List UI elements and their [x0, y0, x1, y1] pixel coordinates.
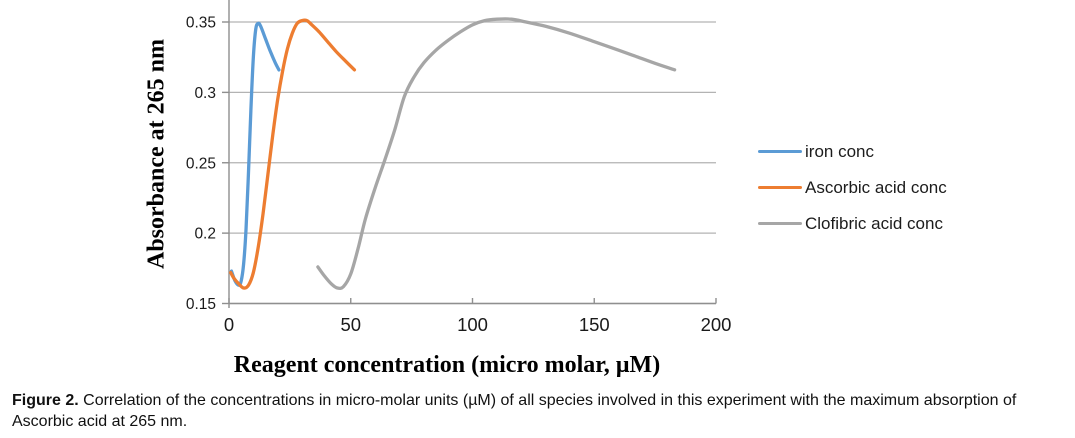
legend-label-clofibric-acid: Clofibric acid conc	[805, 214, 943, 233]
legend-item-clofibric-acid: Clofibric acid conc	[758, 214, 947, 233]
y-tick-label: 0.3	[194, 85, 216, 102]
absorbance-line-chart: 0.15 0.2 0.25 0.3 0.35 0 50 100 150 200	[186, 0, 732, 335]
legend-line-swatch-ascorbic-acid	[758, 185, 802, 190]
x-tick-label: 100	[457, 314, 488, 335]
figure-caption-label: Figure 2.	[12, 392, 79, 409]
legend-label-ascorbic-acid: Ascorbic acid conc	[805, 178, 947, 197]
legend-line-swatch-clofibric-acid	[758, 221, 802, 226]
x-tick-label: 0	[224, 314, 234, 335]
legend-label-iron: iron conc	[805, 142, 874, 161]
x-tick-label: 50	[340, 314, 361, 335]
legend-item-ascorbic-acid: Ascorbic acid conc	[758, 178, 947, 197]
y-tick-label: 0.25	[186, 155, 216, 172]
x-axis-title-text: Reagent concentration (micro molar, µM)	[233, 352, 661, 378]
ascorbic-acid-conc-line	[229, 18, 357, 290]
x-tick-label: 150	[579, 314, 610, 335]
legend-line-swatch-iron	[758, 149, 802, 154]
x-tick-label: 200	[701, 314, 732, 335]
y-axis-title-text: Absorbance at 265 nm	[143, 38, 170, 270]
figure-caption-text: Correlation of the concentrations in mic…	[12, 392, 1017, 430]
figure-caption: Figure 2. Correlation of the concentrati…	[12, 390, 1064, 432]
y-tick-label: 0.2	[194, 226, 216, 243]
legend-item-iron: iron conc	[758, 142, 947, 161]
chart-legend: iron conc Ascorbic acid conc Clofibric a…	[758, 142, 947, 250]
y-tick-label: 0.35	[186, 15, 216, 32]
clofibric-acid-conc-line	[316, 17, 677, 291]
y-tick-label: 0.15	[186, 296, 216, 313]
